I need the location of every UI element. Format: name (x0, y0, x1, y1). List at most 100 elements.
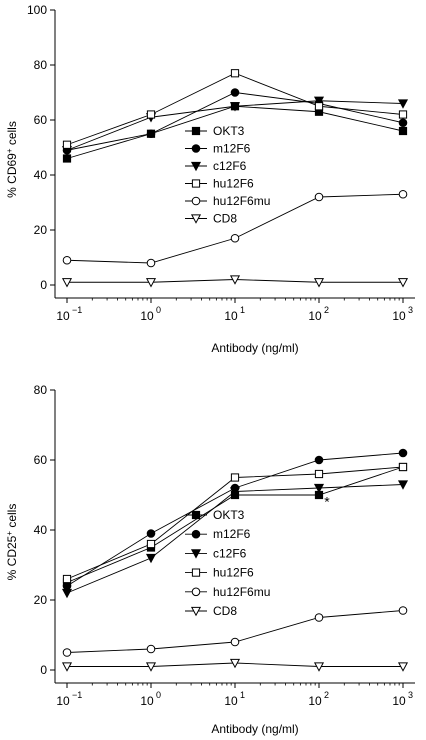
x-tick-label-exponent: 3 (408, 690, 413, 700)
data-point-CD8 (145, 278, 157, 288)
data-point-hu12F6mu (398, 606, 408, 615)
legend-marker-m12F6 (191, 144, 201, 153)
legend-marker-OKT3 (191, 510, 201, 520)
data-point-hu12F6mu (398, 189, 408, 199)
data-point-c12F6 (397, 480, 409, 490)
data-point-hu12F6 (398, 110, 408, 119)
legend-marker-CD8 (190, 214, 202, 224)
data-point-OKT3 (62, 154, 72, 163)
data-point-c12F6 (145, 553, 157, 564)
series-CD8 (61, 658, 409, 672)
x-axis-title: Antibody (ng/ml) (211, 341, 298, 355)
x-tick-label: 10 (140, 694, 154, 708)
data-point-CD8 (61, 278, 73, 288)
x-tick-label-exponent: 3 (408, 305, 413, 315)
series-hu12F6mu (62, 606, 408, 657)
legend-label-c12F6: c12F6 (213, 546, 247, 560)
data-point-hu12F6mu (230, 233, 240, 243)
legend-marker-hu12F6 (191, 568, 201, 577)
data-point-hu12F6mu (146, 258, 156, 268)
series-hu12F6 (62, 69, 408, 149)
data-point-c12F6 (229, 487, 241, 497)
x-tick-label: 10 (56, 309, 70, 323)
data-point-m12F6 (62, 581, 72, 591)
data-point-hu12F6 (314, 102, 324, 111)
data-point-CD8 (397, 278, 409, 288)
y-axis-title: % CD69+ cells (5, 121, 20, 198)
annotation-asterisk: * (324, 494, 330, 510)
data-point-hu12F6 (62, 574, 72, 584)
x-tick-label-exponent: 0 (156, 690, 161, 700)
legend-marker-hu12F6mu (191, 196, 201, 206)
x-axis-title: Antibody (ng/ml) (211, 722, 298, 736)
legend-label-hu12F6mu: hu12F6mu (213, 585, 270, 599)
series-hu12F6 (62, 462, 408, 584)
y-tick-label: 80 (34, 383, 48, 397)
data-point-m12F6 (146, 529, 156, 538)
x-tick-label-exponent: 2 (324, 305, 329, 315)
data-point-c12F6 (229, 102, 241, 112)
data-point-m12F6 (314, 455, 324, 465)
data-point-CD8 (313, 662, 325, 672)
x-tick-label: 10 (392, 309, 406, 323)
x-tick-label: 10 (140, 309, 154, 323)
legend-label-OKT3: OKT3 (213, 508, 245, 522)
data-point-hu12F6 (230, 69, 240, 78)
data-point-CD8 (229, 658, 241, 669)
data-point-hu12F6 (314, 469, 324, 479)
legend-label-m12F6: m12F6 (213, 142, 251, 156)
x-tick-label: 10 (224, 694, 238, 708)
legend-label-hu12F6: hu12F6 (213, 566, 254, 580)
data-point-hu12F6mu (62, 648, 72, 657)
y-tick-label: 80 (34, 58, 48, 72)
x-tick-label-exponent: 2 (324, 690, 329, 700)
y-tick-label: 40 (34, 523, 48, 537)
series-hu12F6mu (62, 189, 408, 268)
data-point-hu12F6 (146, 110, 156, 119)
data-point-c12F6 (313, 483, 325, 494)
legend-marker-c12F6 (190, 549, 202, 559)
legend: OKT3 m12F6 c12F6 hu12F6 hu12F6mu CD8 (185, 508, 270, 618)
y-axis-title: % CD25+ cells (5, 504, 20, 581)
data-point-m12F6 (398, 448, 408, 458)
data-point-m12F6 (230, 88, 240, 97)
x-tick-label: 10 (224, 309, 238, 323)
data-point-hu12F6mu (146, 644, 156, 654)
y-tick-label: 0 (40, 663, 47, 677)
data-point-m12F6 (398, 118, 408, 128)
data-point-hu12F6 (146, 539, 156, 549)
legend-label-CD8: CD8 (213, 604, 237, 618)
x-tick-label-exponent: −1 (72, 690, 82, 700)
data-point-OKT3 (398, 126, 408, 136)
data-point-CD8 (313, 278, 325, 288)
legend-marker-hu12F6mu (191, 587, 201, 597)
series-CD8 (61, 275, 409, 288)
data-point-m12F6 (146, 129, 156, 139)
x-tick-label-exponent: 0 (156, 305, 161, 315)
legend-label-OKT3: OKT3 (213, 124, 245, 138)
x-tick-label: 10 (308, 694, 322, 708)
data-point-CD8 (61, 662, 73, 672)
legend-label-c12F6: c12F6 (213, 159, 247, 173)
x-tick-label-exponent: −1 (72, 305, 82, 315)
x-tick-label: 10 (308, 309, 322, 323)
data-point-hu12F6 (230, 473, 240, 482)
y-tick-label: 40 (34, 168, 48, 182)
data-point-CD8 (229, 275, 241, 285)
legend-label-CD8: CD8 (213, 212, 237, 226)
data-point-hu12F6mu (62, 255, 72, 265)
legend-label-m12F6: m12F6 (213, 527, 251, 541)
x-tick-label: 10 (392, 694, 406, 708)
data-point-CD8 (397, 662, 409, 672)
data-point-hu12F6mu (314, 613, 324, 622)
y-tick-label: 20 (34, 593, 48, 607)
legend-label-hu12F6: hu12F6 (213, 177, 254, 191)
y-tick-label: 20 (34, 223, 48, 237)
legend-marker-OKT3 (191, 126, 201, 136)
data-point-c12F6 (313, 96, 325, 107)
data-point-hu12F6 (398, 462, 408, 472)
data-point-CD8 (145, 662, 157, 672)
